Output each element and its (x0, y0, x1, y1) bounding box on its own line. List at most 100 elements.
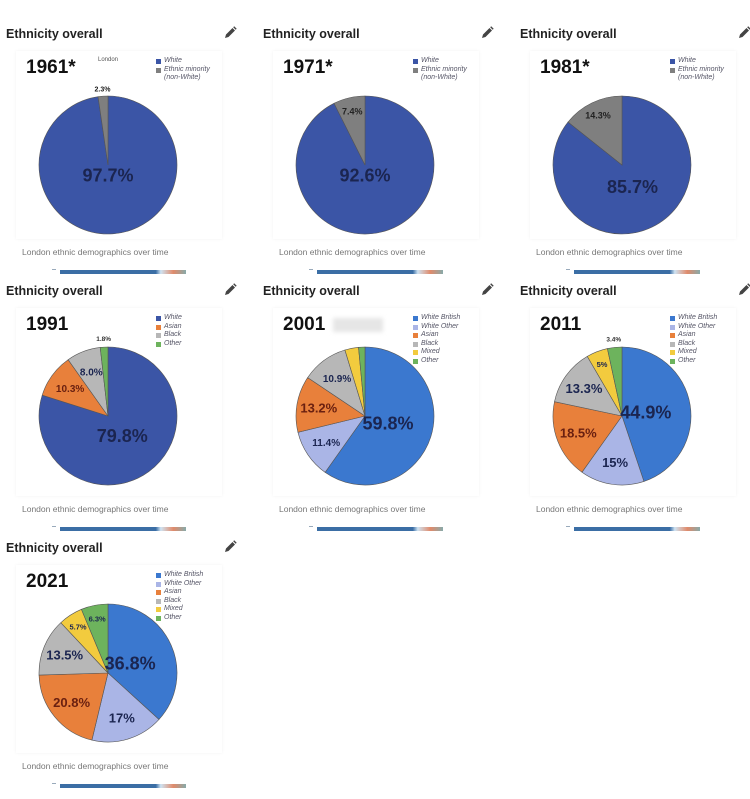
legend-swatch (156, 615, 161, 621)
legend-swatch (413, 350, 418, 355)
legend-entry: White British (156, 571, 203, 580)
mini-chart-preview[interactable] (574, 527, 700, 531)
legend-swatch (156, 341, 161, 347)
legend-swatch (670, 67, 675, 73)
pie-svg: 59.8% 11.4% 13.2% 10.9% (295, 346, 435, 486)
pie-svg: 44.9% 15% 18.5% 13.3% 5% 3.4% (552, 336, 692, 486)
chart-card: Ethnicity overall 44.9% 15% 18.5% 13.3% 5% 3.4… (514, 282, 750, 537)
pencil-icon[interactable] (222, 282, 238, 298)
legend-label: White (164, 314, 182, 321)
pencil-icon[interactable] (222, 25, 238, 41)
slice-label: 5% (597, 360, 608, 369)
legend-entry: White Other (670, 323, 717, 332)
pie-chart: 36.8% 17% 20.8% 13.5% 5.7% 6.3% 2021 White Brit… (16, 565, 222, 753)
pie-svg: 36.8% 17% 20.8% 13.5% 5.7%6.3% (38, 603, 178, 743)
legend-label: Asian (421, 331, 439, 338)
chart-card: Ethnicity overall 36.8% 17% 20.8% 13.5% 5.7% 6… (0, 539, 245, 794)
pie-slice (81, 603, 109, 674)
pie-slice (91, 672, 160, 743)
chart-title: 1981* (540, 57, 590, 78)
pie-chart: 85.7% 14.3% 1981* White Ethnic minority (non… (530, 51, 736, 239)
legend-swatch (413, 59, 418, 64)
pencil-icon[interactable] (736, 282, 750, 298)
chart-legend: White Asian Black Other (156, 314, 182, 348)
card-title: Ethnicity overall (6, 27, 103, 41)
legend-label: Ethnic minority (non-White) (421, 65, 467, 82)
legend-entry: Other (670, 357, 717, 366)
chart-caption: London ethnic demographics over time (279, 247, 426, 257)
legend-swatch (156, 581, 161, 587)
legend-label: White Other (164, 579, 202, 587)
legend-label: Black (678, 339, 696, 347)
legend-label: Asian (164, 322, 182, 330)
pencil-icon[interactable] (222, 539, 238, 555)
mini-chart-preview[interactable] (574, 270, 700, 274)
pie-chart: 59.8% 11.4% 13.2% 10.9% 2001 White British Whi… (273, 308, 479, 496)
legend-swatch (670, 341, 675, 347)
slice-label: 8.0% (80, 368, 103, 379)
legend-swatch (156, 598, 161, 604)
pie-slice (581, 415, 645, 486)
legend-label: Other (164, 339, 182, 347)
pencil-icon[interactable] (479, 25, 495, 41)
legend-swatch (670, 358, 675, 364)
card-title: Ethnicity overall (6, 541, 103, 555)
legend-swatch (156, 67, 161, 73)
slice-label: 18.5% (560, 426, 597, 441)
card-title: Ethnicity overall (520, 27, 617, 41)
chart-subtitle: London (98, 57, 119, 63)
pie-slice (107, 603, 178, 720)
pie-slice (621, 346, 692, 482)
mini-chart-preview[interactable] (60, 784, 186, 788)
mini-chart-tick (566, 269, 570, 270)
chart-caption: London ethnic demographics over time (536, 247, 683, 257)
pencil-icon[interactable] (479, 282, 495, 298)
pencil-icon[interactable] (736, 25, 750, 41)
slice-label: 2.3% (95, 87, 112, 94)
chart-legend: White British White Other Asian Black Mixed O… (156, 571, 203, 622)
legend-label: White Other (678, 322, 716, 330)
pie-slice (333, 95, 366, 166)
chart-card: Ethnicity overall 85.7% 14.3% 1981* White Eth… (514, 25, 750, 280)
mini-chart-preview[interactable] (317, 527, 443, 531)
legend-entry: White British (413, 314, 460, 323)
legend-entry: Black (156, 597, 203, 606)
legend-swatch (156, 573, 161, 578)
pie-chart: 79.8% 10.3% 8.0% 1.8% 1991 White Asian Black Oth… (16, 308, 222, 496)
slice-label: 3.4% (606, 336, 621, 343)
pie-slice (99, 346, 109, 417)
pie-slice (607, 346, 623, 417)
slice-label: 85.7% (607, 177, 658, 197)
card-title: Ethnicity overall (6, 284, 103, 298)
mini-chart-preview[interactable] (60, 270, 186, 274)
legend-entry: Ethnic minority (non-White) (413, 66, 481, 83)
legend-label: Mixed (164, 605, 183, 612)
legend-entry: Other (413, 357, 460, 366)
mini-chart-preview[interactable] (317, 270, 443, 274)
legend-label: Black (164, 596, 182, 604)
chart-title: 2001 (283, 314, 326, 335)
slice-label: 5.7% (69, 622, 86, 631)
chart-legend: White Ethnic minority (non-White) (670, 57, 738, 83)
legend-swatch (413, 341, 418, 347)
legend-label: Asian (678, 331, 696, 338)
chart-legend: White Ethnic minority (non-White) (413, 57, 481, 83)
legend-entry: White Other (413, 323, 460, 332)
card-title: Ethnicity overall (263, 27, 360, 41)
chart-card: Ethnicity overall 59.8% 11.4% 13.2% 10.9% 200… (257, 282, 502, 537)
slice-label: 59.8% (362, 414, 413, 434)
legend-entry: Black (670, 340, 717, 349)
chart-title: 1991 (26, 314, 69, 335)
slice-label: 1.8% (96, 336, 111, 343)
chart-legend: White Ethnic minority (non-White) (156, 57, 224, 83)
slice-label: 11.4% (312, 438, 340, 449)
legend-label: White Other (421, 322, 459, 330)
mini-chart-preview[interactable] (60, 527, 186, 531)
pie-svg: 97.7% 2.3% (38, 87, 178, 235)
chart-card: Ethnicity overall 79.8% 10.3% 8.0% 1.8% 1991 W… (0, 282, 245, 537)
slice-label: 10.3% (56, 384, 84, 395)
legend-label: Other (678, 356, 696, 364)
legend-label: Asian (164, 588, 182, 595)
mini-chart-tick (309, 269, 313, 270)
legend-label: Black (164, 331, 182, 338)
